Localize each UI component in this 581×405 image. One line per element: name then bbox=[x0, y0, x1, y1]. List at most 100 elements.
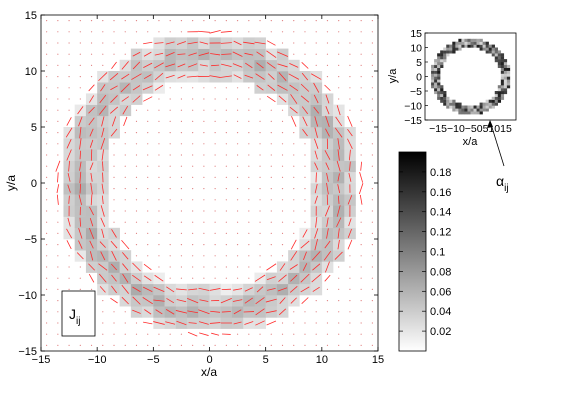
current-dot bbox=[259, 344, 261, 346]
current-arrow bbox=[278, 72, 287, 81]
current-dot bbox=[371, 266, 373, 268]
current-arrow bbox=[99, 105, 107, 115]
current-dot bbox=[214, 188, 216, 190]
current-dot bbox=[68, 344, 70, 346]
current-dot bbox=[169, 109, 171, 111]
current-arrow bbox=[153, 321, 165, 325]
current-dot bbox=[102, 344, 104, 346]
inset-cell bbox=[440, 59, 444, 63]
current-dot bbox=[203, 109, 205, 111]
current-arrow bbox=[197, 30, 210, 33]
inset-plot: 15 10 5 0 −5 −10 −15 −15−10−5051015 x/a y/a αi… bbox=[387, 28, 517, 194]
current-arrow bbox=[154, 62, 164, 69]
current-dot bbox=[102, 42, 104, 44]
current-arrow bbox=[78, 194, 82, 206]
inset-cell bbox=[452, 41, 456, 45]
current-dot bbox=[135, 20, 138, 22]
current-dot bbox=[169, 333, 171, 335]
current-arrow bbox=[79, 183, 82, 194]
current-dot bbox=[113, 31, 115, 33]
inset-x-tick-labels: −15−10−5051015 bbox=[429, 123, 512, 135]
inset-cell bbox=[476, 105, 480, 109]
current-dot bbox=[281, 132, 284, 134]
inset-cell bbox=[500, 53, 505, 57]
inset-cell bbox=[443, 93, 447, 97]
current-arrow bbox=[336, 217, 342, 228]
current-dot bbox=[214, 344, 216, 346]
current-dot bbox=[259, 120, 261, 122]
current-dot bbox=[270, 232, 272, 234]
current-arrow bbox=[89, 139, 94, 148]
current-dot bbox=[90, 288, 93, 290]
current-dot bbox=[371, 53, 373, 55]
current-arrow bbox=[210, 53, 221, 56]
inset-cell bbox=[479, 105, 483, 109]
current-dot bbox=[90, 64, 93, 66]
inset-cell bbox=[491, 99, 495, 103]
current-dot bbox=[236, 188, 239, 190]
current-arrow bbox=[132, 274, 141, 282]
current-arrow bbox=[154, 42, 164, 44]
current-arrow bbox=[347, 138, 353, 150]
current-dot bbox=[57, 232, 59, 234]
inset-cell bbox=[500, 96, 505, 100]
current-dot bbox=[338, 31, 340, 33]
current-dot bbox=[326, 76, 329, 78]
current-dot bbox=[214, 165, 216, 167]
inset-y-tick-label: 15 bbox=[410, 28, 422, 40]
current-dot bbox=[270, 165, 272, 167]
current-arrow bbox=[220, 297, 232, 304]
current-arrow bbox=[325, 115, 330, 128]
inset-cell bbox=[455, 47, 459, 51]
inset-cell bbox=[431, 85, 435, 89]
current-dot bbox=[371, 277, 373, 279]
main-plot: −15 −10 −5 0 5 10 15 −15 −10 −5 0 5 10 15 x/a y/a Ji… bbox=[4, 10, 384, 379]
current-dot bbox=[281, 232, 284, 234]
current-dot bbox=[158, 165, 160, 167]
inset-cell bbox=[437, 70, 441, 74]
current-arrow bbox=[290, 94, 298, 104]
current-dot bbox=[214, 244, 216, 246]
inset-cell bbox=[479, 41, 483, 45]
inset-cell bbox=[431, 82, 435, 86]
inset-cell bbox=[479, 102, 483, 106]
inset-cell bbox=[476, 108, 480, 112]
current-dot bbox=[259, 20, 261, 22]
current-dot bbox=[102, 31, 104, 33]
current-dot bbox=[135, 31, 138, 33]
inset-cell bbox=[437, 85, 441, 89]
current-dot bbox=[180, 109, 183, 111]
current-arrow bbox=[300, 83, 310, 92]
inset-cell bbox=[503, 79, 508, 83]
y-tick-label: −5 bbox=[24, 234, 37, 246]
current-arrow bbox=[314, 228, 319, 239]
current-dot bbox=[169, 210, 171, 212]
current-arrow bbox=[111, 250, 117, 261]
current-arrow bbox=[90, 173, 93, 182]
current-arrow bbox=[337, 239, 340, 250]
current-dot bbox=[46, 165, 48, 167]
current-dot bbox=[46, 322, 48, 324]
inset-cell bbox=[455, 41, 459, 45]
current-arrow bbox=[177, 53, 186, 55]
current-dot bbox=[169, 344, 171, 346]
current-dot bbox=[147, 344, 149, 346]
current-dot bbox=[203, 87, 205, 89]
current-arrow bbox=[289, 84, 299, 91]
inset-x-axis: −15−10−5051015 bbox=[429, 123, 512, 135]
current-arrow bbox=[143, 321, 153, 325]
current-dot bbox=[236, 31, 239, 33]
inset-cell bbox=[434, 62, 438, 66]
current-dot bbox=[349, 255, 351, 257]
current-dot bbox=[371, 188, 373, 190]
current-arrow bbox=[300, 286, 310, 293]
current-dot bbox=[214, 221, 216, 223]
current-arrow bbox=[198, 52, 210, 56]
inset-cell bbox=[434, 59, 438, 63]
current-dot bbox=[147, 165, 149, 167]
current-dot bbox=[57, 87, 59, 89]
current-arrow bbox=[337, 195, 340, 204]
current-dot bbox=[304, 42, 306, 44]
colorbar-tick-label: 0.18 bbox=[430, 167, 451, 179]
current-dot bbox=[180, 266, 183, 268]
